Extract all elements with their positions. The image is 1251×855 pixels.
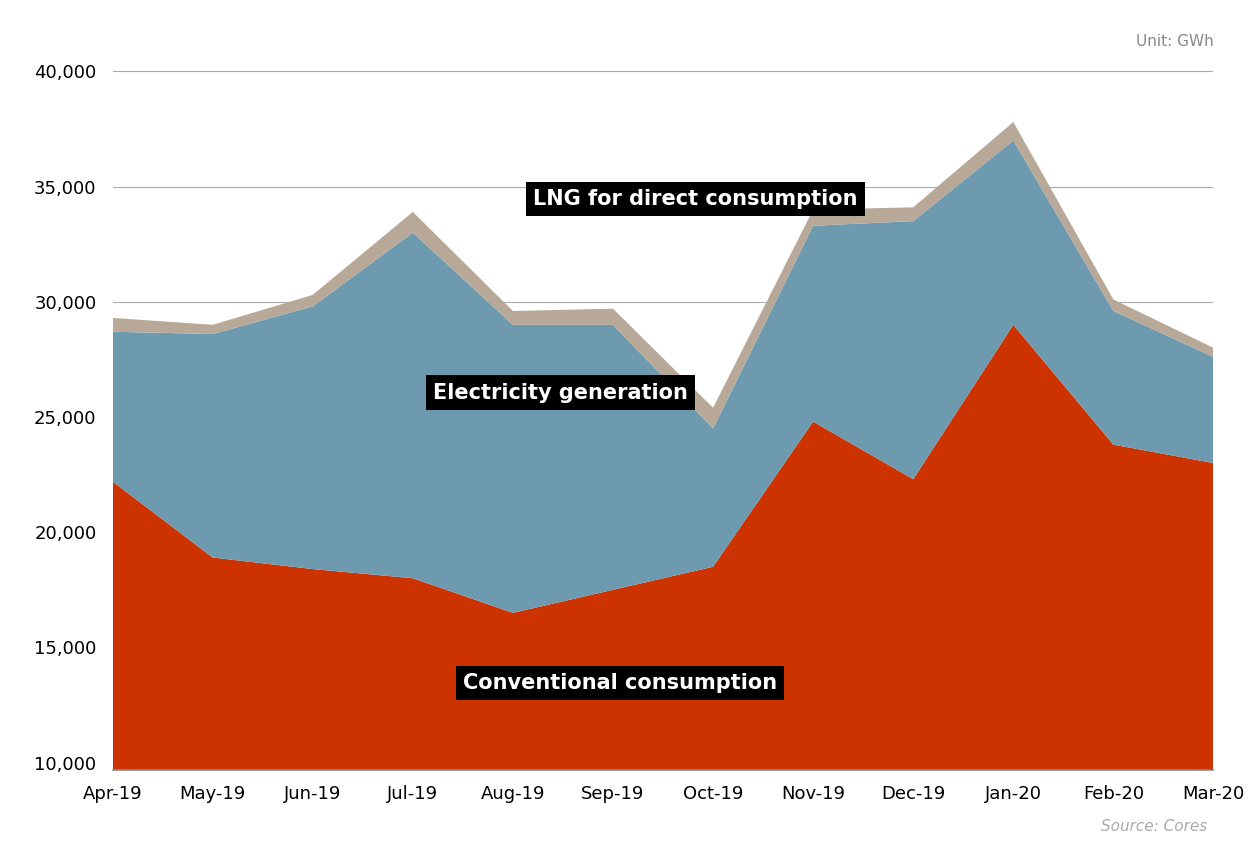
Text: Unit: GWh: Unit: GWh xyxy=(1136,34,1213,50)
Text: LNG for direct consumption: LNG for direct consumption xyxy=(533,189,857,209)
Text: Conventional consumption: Conventional consumption xyxy=(463,673,777,693)
Text: Electricity generation: Electricity generation xyxy=(433,382,688,403)
Text: Source: Cores: Source: Cores xyxy=(1101,818,1207,834)
